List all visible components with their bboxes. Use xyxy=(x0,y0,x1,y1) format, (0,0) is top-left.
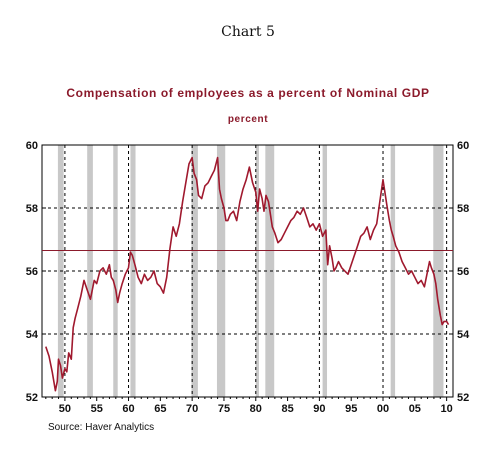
y-tick-label-right: 58 xyxy=(457,203,469,215)
source-note: Source: Haver Analytics xyxy=(48,422,154,433)
y-tick-label-left: 56 xyxy=(26,266,38,278)
chart-heading: Chart 5 xyxy=(221,24,275,40)
x-tick-label: 75 xyxy=(218,403,230,415)
chart-subtitle: percent xyxy=(228,114,268,125)
x-tick-label: 95 xyxy=(345,403,357,415)
y-tick-label-left: 52 xyxy=(26,392,38,404)
x-tick-label: 10 xyxy=(441,403,453,415)
y-tick-label-right: 60 xyxy=(457,140,469,152)
y-tick-label-right: 54 xyxy=(457,329,470,341)
x-tick-label: 70 xyxy=(186,403,198,415)
recession-band xyxy=(255,145,259,397)
y-tick-label-left: 54 xyxy=(26,329,39,341)
series-line xyxy=(45,156,450,392)
x-tick-label: 85 xyxy=(281,403,293,415)
chart-title: Compensation of employees as a percent o… xyxy=(66,86,429,100)
x-tick-label: 00 xyxy=(377,403,389,415)
y-tick-label-left: 60 xyxy=(26,140,38,152)
x-tick-label: 65 xyxy=(154,403,166,415)
gridlines xyxy=(42,145,453,397)
x-tick-label: 90 xyxy=(313,403,325,415)
recession-band xyxy=(265,145,275,397)
y-tick-label-left: 58 xyxy=(26,203,38,215)
x-tick-label: 05 xyxy=(409,403,421,415)
recession-band xyxy=(216,145,226,397)
x-tick-label: 80 xyxy=(250,403,262,415)
x-tick-label: 50 xyxy=(59,403,71,415)
y-tick-label-right: 52 xyxy=(457,392,469,404)
y-tick-label-right: 56 xyxy=(457,266,469,278)
x-tick-label: 60 xyxy=(122,403,134,415)
x-tick-label: 55 xyxy=(91,403,103,415)
axis-ticks: 52 54 56 58 60 52 54 56 58 60 50 55 60 65 70 75 80 85 90 95… xyxy=(26,140,470,415)
